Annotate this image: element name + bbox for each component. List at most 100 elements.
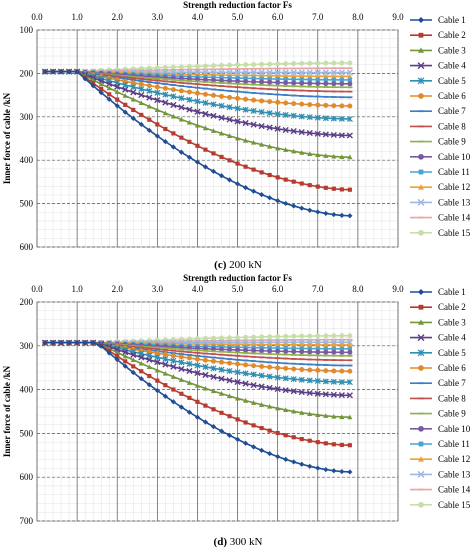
data-point xyxy=(115,97,120,102)
data-point xyxy=(347,90,353,93)
data-point xyxy=(338,339,345,346)
data-point xyxy=(218,350,225,353)
data-point xyxy=(315,342,321,347)
data-point xyxy=(283,89,289,91)
data-point xyxy=(154,133,160,139)
legend-label: Cable 13 xyxy=(438,469,471,479)
data-point xyxy=(275,357,281,360)
data-point xyxy=(242,352,249,354)
data-point xyxy=(259,98,265,104)
data-point xyxy=(339,73,345,79)
legend-item: Cable 3 xyxy=(410,317,466,327)
legend-label: Cable 8 xyxy=(438,121,466,131)
legend-label: Cable 15 xyxy=(438,228,471,238)
data-point xyxy=(194,86,201,89)
legend-label: Cable 6 xyxy=(438,91,466,101)
data-point xyxy=(218,85,225,87)
data-point xyxy=(347,213,353,219)
data-point xyxy=(331,103,337,109)
data-point xyxy=(259,67,265,70)
data-point xyxy=(146,127,152,133)
figure-caption: (c) 200 kN xyxy=(214,259,262,271)
data-point xyxy=(299,333,305,339)
data-point xyxy=(251,360,257,362)
data-point xyxy=(299,181,304,186)
data-point xyxy=(203,147,208,152)
x-tick-label: 0.0 xyxy=(31,284,43,294)
data-point xyxy=(243,334,249,340)
data-point xyxy=(346,69,353,76)
data-point xyxy=(330,131,337,139)
data-point xyxy=(146,83,152,89)
data-point xyxy=(347,346,352,351)
legend-item: Cable 14 xyxy=(410,485,471,495)
data-point xyxy=(130,77,136,80)
data-point xyxy=(331,349,337,355)
data-point xyxy=(275,453,281,460)
data-point xyxy=(154,354,161,361)
data-point xyxy=(219,410,224,415)
data-point xyxy=(291,459,297,465)
data-point xyxy=(171,387,176,392)
data-point xyxy=(331,442,336,447)
data-point xyxy=(226,339,233,342)
data-point xyxy=(194,336,200,342)
data-point xyxy=(330,69,337,76)
data-point xyxy=(267,61,273,67)
data-point xyxy=(259,348,265,354)
data-point xyxy=(138,80,144,82)
data-point xyxy=(307,367,313,373)
data-point xyxy=(347,187,352,192)
legend-item: Cable 10 xyxy=(410,152,471,162)
data-point xyxy=(291,85,297,88)
data-point xyxy=(299,85,305,88)
data-point xyxy=(274,374,281,381)
data-point xyxy=(243,347,249,353)
data-point xyxy=(186,119,193,125)
data-point xyxy=(74,69,80,75)
data-point xyxy=(250,382,257,389)
data-point xyxy=(242,341,249,347)
data-point xyxy=(307,354,313,357)
data-point xyxy=(274,125,281,132)
data-point xyxy=(202,363,209,370)
legend-label: Cable 1 xyxy=(438,287,466,297)
data-point xyxy=(323,73,329,79)
data-point xyxy=(235,335,241,340)
data-point xyxy=(138,78,144,80)
data-point xyxy=(306,389,313,397)
data-point xyxy=(347,81,353,87)
data-point xyxy=(146,78,152,81)
data-point xyxy=(195,143,200,148)
legend-marker xyxy=(418,184,424,190)
data-point xyxy=(226,367,233,375)
data-point xyxy=(331,364,337,367)
data-point xyxy=(162,352,168,357)
data-point xyxy=(323,81,329,87)
data-point xyxy=(202,99,209,106)
data-point xyxy=(315,95,321,98)
data-point xyxy=(123,359,128,364)
data-point xyxy=(234,351,241,354)
data-point xyxy=(291,61,297,67)
data-point xyxy=(187,395,192,400)
data-point xyxy=(251,341,257,347)
data-point xyxy=(331,90,337,93)
data-point xyxy=(122,93,128,98)
data-point xyxy=(323,86,329,88)
data-point xyxy=(226,393,233,399)
data-point xyxy=(218,82,225,84)
data-point xyxy=(267,143,273,149)
data-point xyxy=(186,409,193,415)
data-point xyxy=(107,92,112,97)
data-point xyxy=(267,428,272,433)
data-point xyxy=(162,361,169,368)
data-point xyxy=(243,362,249,368)
data-point xyxy=(331,153,337,159)
data-point xyxy=(339,77,344,82)
data-point xyxy=(299,205,305,211)
data-point xyxy=(210,68,217,71)
x-tick-label: 5.0 xyxy=(232,284,244,294)
data-point xyxy=(331,73,337,79)
data-point xyxy=(291,94,297,97)
